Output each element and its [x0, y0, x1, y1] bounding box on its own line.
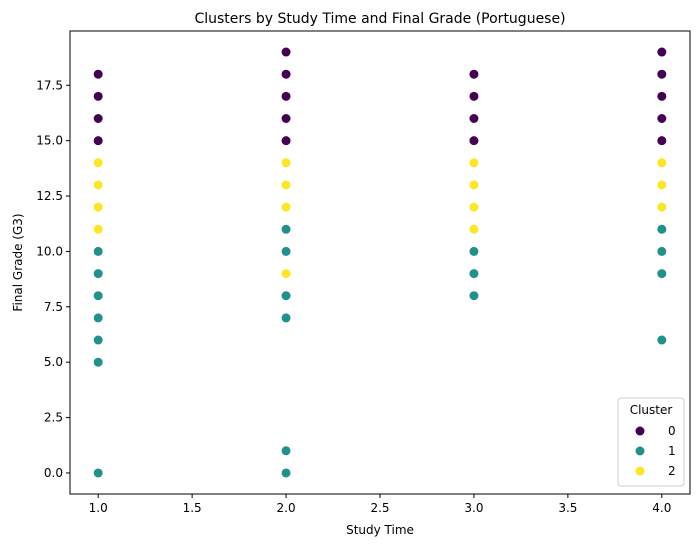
data-point-cluster-0 — [93, 114, 103, 124]
data-point-cluster-2 — [93, 158, 103, 168]
y-tick-label: 12.5 — [36, 189, 63, 203]
legend-label-0: 0 — [668, 424, 676, 438]
data-point-cluster-1 — [93, 246, 103, 256]
data-point-cluster-1 — [281, 446, 291, 456]
data-point-cluster-0 — [93, 136, 103, 146]
data-point-cluster-1 — [93, 269, 103, 279]
data-point-cluster-2 — [657, 202, 667, 212]
data-point-cluster-1 — [93, 468, 103, 478]
y-tick-label: 5.0 — [44, 355, 63, 369]
data-point-cluster-1 — [281, 291, 291, 301]
legend-marker-0 — [635, 426, 645, 436]
data-point-cluster-2 — [469, 158, 479, 168]
data-point-cluster-1 — [469, 246, 479, 256]
data-point-cluster-0 — [657, 136, 667, 146]
data-point-cluster-2 — [469, 180, 479, 190]
data-point-cluster-0 — [281, 91, 291, 101]
data-point-cluster-0 — [93, 69, 103, 79]
chart-title: Clusters by Study Time and Final Grade (… — [194, 11, 565, 27]
data-point-cluster-2 — [93, 224, 103, 234]
x-tick-label: 2.0 — [277, 501, 296, 515]
legend-label-1: 1 — [668, 444, 676, 458]
data-point-cluster-2 — [93, 180, 103, 190]
y-axis-label: Final Grade (G3) — [11, 213, 25, 311]
data-point-cluster-2 — [469, 224, 479, 234]
x-tick-label: 3.0 — [464, 501, 483, 515]
legend-marker-1 — [635, 446, 645, 456]
legend-label-2: 2 — [668, 464, 676, 478]
data-point-cluster-1 — [657, 335, 667, 345]
y-tick-label: 2.5 — [44, 411, 63, 425]
x-axis-label: Study Time — [346, 523, 414, 537]
data-point-cluster-1 — [281, 246, 291, 256]
y-tick-label: 17.5 — [36, 78, 63, 92]
x-tick-label: 4.0 — [652, 501, 671, 515]
legend: Cluster 0 1 2 — [617, 397, 685, 487]
data-point-cluster-1 — [469, 291, 479, 301]
plot-frame — [69, 30, 691, 495]
y-tick-label: 10.0 — [36, 244, 63, 258]
data-point-cluster-2 — [281, 269, 291, 279]
data-point-cluster-0 — [281, 69, 291, 79]
y-axis-ticks: 0.0 2.5 5.0 7.5 10.0 12.5 15.0 17.5 — [36, 78, 70, 480]
data-point-cluster-2 — [657, 180, 667, 190]
x-tick-label: 1.0 — [89, 501, 108, 515]
y-tick-label: 15.0 — [36, 134, 63, 148]
x-tick-label: 2.5 — [370, 501, 389, 515]
x-axis-ticks: 1.0 1.5 2.0 2.5 3.0 3.5 4.0 — [89, 494, 671, 515]
data-point-cluster-0 — [93, 91, 103, 101]
data-point-cluster-0 — [281, 47, 291, 57]
data-point-cluster-1 — [281, 313, 291, 323]
data-point-cluster-0 — [469, 136, 479, 146]
data-point-cluster-1 — [657, 224, 667, 234]
legend-marker-2 — [635, 466, 645, 476]
data-point-cluster-0 — [469, 69, 479, 79]
data-point-cluster-2 — [93, 202, 103, 212]
data-point-cluster-0 — [281, 114, 291, 124]
data-point-cluster-0 — [657, 91, 667, 101]
legend-title: Cluster — [630, 403, 673, 417]
data-point-cluster-2 — [281, 158, 291, 168]
x-tick-label: 3.5 — [558, 501, 577, 515]
data-point-cluster-1 — [657, 269, 667, 279]
x-tick-label: 1.5 — [183, 501, 202, 515]
data-point-cluster-1 — [657, 246, 667, 256]
y-tick-label: 7.5 — [44, 300, 63, 314]
data-point-cluster-2 — [281, 180, 291, 190]
data-point-cluster-1 — [281, 224, 291, 234]
data-point-cluster-0 — [469, 91, 479, 101]
data-point-cluster-0 — [657, 47, 667, 57]
data-point-cluster-1 — [281, 468, 291, 478]
data-point-cluster-1 — [93, 313, 103, 323]
data-point-cluster-0 — [281, 136, 291, 146]
legend-box — [617, 397, 685, 487]
data-point-cluster-2 — [469, 202, 479, 212]
data-point-cluster-0 — [657, 114, 667, 124]
plot-area — [69, 30, 691, 495]
data-point-cluster-0 — [657, 69, 667, 79]
data-point-cluster-2 — [281, 202, 291, 212]
y-tick-label: 0.0 — [44, 466, 63, 480]
data-points — [93, 47, 667, 478]
data-point-cluster-1 — [93, 291, 103, 301]
data-point-cluster-1 — [469, 269, 479, 279]
data-point-cluster-0 — [469, 114, 479, 124]
data-point-cluster-1 — [93, 335, 103, 345]
data-point-cluster-2 — [657, 158, 667, 168]
data-point-cluster-1 — [93, 357, 103, 367]
